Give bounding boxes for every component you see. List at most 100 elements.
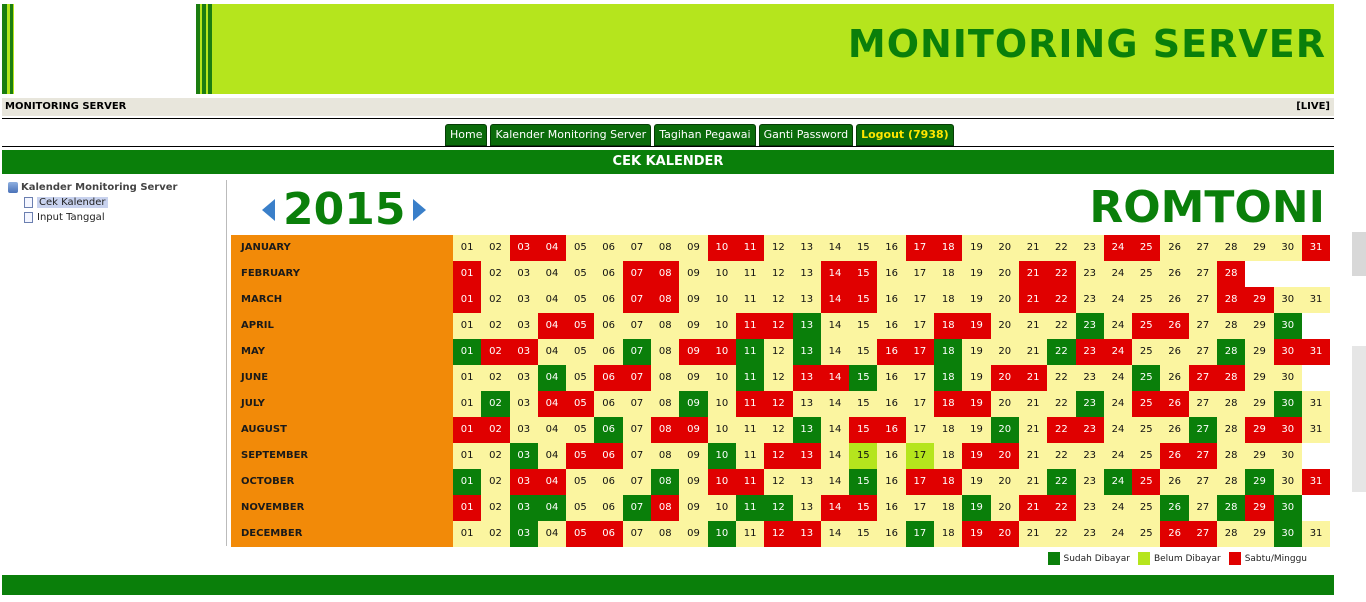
day-cell[interactable]: 07 <box>622 391 652 417</box>
day-cell[interactable]: 16 <box>877 339 906 365</box>
day-cell[interactable]: 16 <box>877 495 906 521</box>
day-cell[interactable]: 01 <box>453 391 482 417</box>
day-cell[interactable]: 06 <box>594 521 623 547</box>
day-cell[interactable]: 06 <box>594 443 623 469</box>
day-cell[interactable]: 27 <box>1188 443 1218 469</box>
day-cell[interactable]: 17 <box>905 365 935 391</box>
day-cell[interactable]: 09 <box>679 391 708 417</box>
day-cell[interactable]: 07 <box>622 261 652 287</box>
day-cell[interactable]: 11 <box>735 313 765 339</box>
day-cell[interactable]: 13 <box>792 417 821 443</box>
day-cell[interactable]: 03 <box>509 469 538 495</box>
day-cell[interactable]: 01 <box>453 417 482 443</box>
day-cell[interactable]: 09 <box>679 365 708 391</box>
day-cell[interactable]: 06 <box>594 417 623 443</box>
day-cell[interactable]: 19 <box>962 391 991 417</box>
day-cell[interactable]: 18 <box>934 261 963 287</box>
day-cell[interactable]: 07 <box>622 469 652 495</box>
day-cell[interactable]: 30 <box>1273 417 1302 443</box>
day-cell[interactable]: 22 <box>1047 469 1076 495</box>
day-cell[interactable]: 28 <box>1217 313 1246 339</box>
day-cell[interactable]: 24 <box>1103 287 1133 313</box>
day-cell[interactable]: 10 <box>707 521 736 547</box>
day-cell[interactable]: 10 <box>707 287 736 313</box>
day-cell[interactable]: 22 <box>1047 287 1076 313</box>
day-cell[interactable]: 07 <box>622 495 652 521</box>
day-cell[interactable]: 02 <box>481 443 510 469</box>
day-cell[interactable]: 04 <box>537 391 567 417</box>
day-cell[interactable]: 27 <box>1188 313 1218 339</box>
day-cell[interactable]: 12 <box>764 469 793 495</box>
day-cell[interactable]: 14 <box>820 235 850 261</box>
day-cell[interactable]: 20 <box>990 235 1019 261</box>
day-cell[interactable]: 12 <box>764 365 793 391</box>
day-cell[interactable]: 11 <box>735 235 765 261</box>
day-cell[interactable]: 13 <box>792 339 821 365</box>
day-cell[interactable]: 07 <box>622 365 652 391</box>
day-cell[interactable]: 21 <box>1018 495 1048 521</box>
day-cell[interactable]: 01 <box>453 339 482 365</box>
day-cell[interactable]: 23 <box>1075 469 1104 495</box>
day-cell[interactable]: 06 <box>594 469 623 495</box>
day-cell[interactable]: 30 <box>1273 495 1302 521</box>
day-cell[interactable]: 24 <box>1103 235 1133 261</box>
day-cell[interactable]: 25 <box>1132 235 1161 261</box>
day-cell[interactable]: 09 <box>679 339 708 365</box>
day-cell[interactable]: 03 <box>509 391 538 417</box>
day-cell[interactable]: 02 <box>481 391 510 417</box>
day-cell[interactable]: 02 <box>481 287 510 313</box>
day-cell[interactable]: 18 <box>934 313 963 339</box>
day-cell[interactable]: 28 <box>1217 417 1246 443</box>
day-cell[interactable]: 03 <box>509 365 538 391</box>
day-cell[interactable]: 25 <box>1132 391 1161 417</box>
day-cell[interactable]: 24 <box>1103 391 1133 417</box>
day-cell[interactable]: 10 <box>707 235 736 261</box>
day-cell[interactable]: 01 <box>453 495 482 521</box>
day-cell[interactable]: 27 <box>1188 391 1218 417</box>
day-cell[interactable]: 02 <box>481 313 510 339</box>
day-cell[interactable]: 12 <box>764 391 793 417</box>
day-cell[interactable]: 24 <box>1103 339 1133 365</box>
day-cell[interactable]: 18 <box>934 469 963 495</box>
day-cell[interactable]: 24 <box>1103 365 1133 391</box>
day-cell[interactable]: 15 <box>849 469 878 495</box>
day-cell[interactable]: 01 <box>453 235 482 261</box>
day-cell[interactable]: 25 <box>1132 495 1161 521</box>
day-cell[interactable]: 21 <box>1018 261 1048 287</box>
day-cell[interactable]: 04 <box>537 339 567 365</box>
day-cell[interactable]: 28 <box>1217 261 1246 287</box>
day-cell[interactable]: 06 <box>594 495 623 521</box>
day-cell[interactable]: 04 <box>537 417 567 443</box>
day-cell[interactable]: 03 <box>509 313 538 339</box>
tab-ganti-password[interactable]: Ganti Password <box>758 124 854 146</box>
day-cell[interactable]: 25 <box>1132 469 1161 495</box>
day-cell[interactable]: 02 <box>481 365 510 391</box>
day-cell[interactable]: 05 <box>566 469 595 495</box>
day-cell[interactable]: 15 <box>849 235 878 261</box>
day-cell[interactable]: 24 <box>1103 469 1133 495</box>
day-cell[interactable]: 18 <box>934 417 963 443</box>
day-cell[interactable]: 14 <box>820 313 850 339</box>
day-cell[interactable]: 20 <box>990 313 1019 339</box>
day-cell[interactable]: 18 <box>934 287 963 313</box>
day-cell[interactable]: 25 <box>1132 443 1161 469</box>
day-cell[interactable]: 21 <box>1018 339 1048 365</box>
day-cell[interactable]: 05 <box>566 391 595 417</box>
day-cell[interactable]: 04 <box>537 287 567 313</box>
day-cell[interactable]: 12 <box>764 417 793 443</box>
day-cell[interactable]: 18 <box>934 235 963 261</box>
day-cell[interactable]: 22 <box>1047 261 1076 287</box>
day-cell[interactable]: 06 <box>594 391 623 417</box>
day-cell[interactable]: 25 <box>1132 365 1161 391</box>
day-cell[interactable]: 06 <box>594 235 623 261</box>
day-cell[interactable]: 02 <box>481 235 510 261</box>
day-cell[interactable]: 23 <box>1075 313 1104 339</box>
day-cell[interactable]: 15 <box>849 261 878 287</box>
day-cell[interactable]: 12 <box>764 443 793 469</box>
tree-root[interactable]: Kalender Monitoring Server <box>8 182 177 193</box>
day-cell[interactable]: 07 <box>622 417 652 443</box>
day-cell[interactable]: 05 <box>566 313 595 339</box>
day-cell[interactable]: 27 <box>1188 235 1218 261</box>
day-cell[interactable]: 30 <box>1273 287 1302 313</box>
day-cell[interactable]: 31 <box>1301 391 1331 417</box>
